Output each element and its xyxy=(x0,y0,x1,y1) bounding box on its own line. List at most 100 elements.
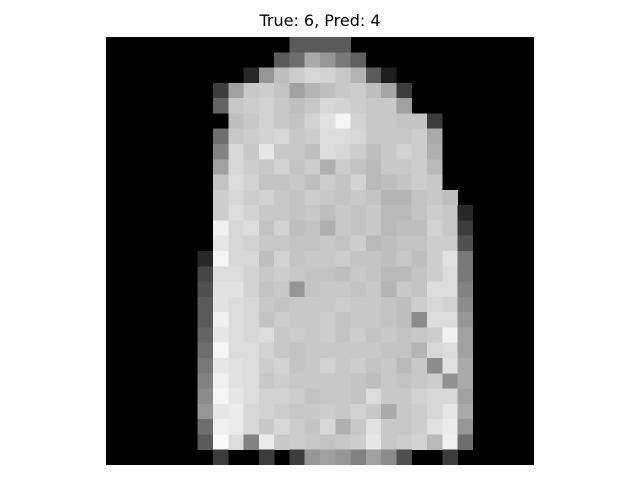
pixel xyxy=(228,220,244,237)
pixel xyxy=(457,296,474,313)
pixel xyxy=(289,205,306,221)
pixel xyxy=(320,144,336,160)
pixel xyxy=(258,144,275,160)
pixel xyxy=(381,144,397,160)
pixel xyxy=(304,281,321,298)
pixel xyxy=(442,205,458,221)
pixel xyxy=(457,205,474,221)
pixel xyxy=(335,67,351,84)
pixel xyxy=(289,342,306,359)
pixel xyxy=(274,52,290,68)
pixel xyxy=(381,82,397,99)
pixel xyxy=(350,312,367,328)
pixel xyxy=(320,205,336,221)
pixel xyxy=(365,128,382,145)
pixel xyxy=(258,266,275,282)
pixel xyxy=(442,358,458,374)
pixel xyxy=(427,388,443,405)
pixel xyxy=(365,113,382,130)
pixel xyxy=(228,296,244,313)
pixel xyxy=(274,144,290,160)
pixel xyxy=(381,388,397,405)
pixel xyxy=(365,327,382,344)
pixel xyxy=(320,266,336,282)
pixel xyxy=(427,373,443,389)
pixel xyxy=(350,419,367,435)
pixel xyxy=(396,235,413,252)
pixel xyxy=(258,434,275,451)
pixel xyxy=(243,434,260,451)
pixel xyxy=(258,235,275,252)
pixel xyxy=(213,205,229,221)
pixel xyxy=(304,449,321,465)
pixel xyxy=(350,342,367,359)
pixel xyxy=(365,312,382,328)
pixel xyxy=(320,388,336,405)
pixel xyxy=(350,434,367,451)
pixel xyxy=(411,144,428,160)
pixel xyxy=(304,189,321,206)
pixel xyxy=(350,235,367,252)
pixel xyxy=(442,312,458,328)
pixel xyxy=(258,174,275,191)
pixel xyxy=(335,388,351,405)
pixel xyxy=(396,144,413,160)
pixel xyxy=(289,312,306,328)
pixel xyxy=(381,189,397,206)
pixel xyxy=(411,281,428,298)
pixel xyxy=(350,67,367,84)
pixel xyxy=(381,434,397,451)
pixel xyxy=(381,419,397,435)
pixel xyxy=(274,342,290,359)
pixel xyxy=(381,296,397,313)
pixel xyxy=(243,189,260,206)
pixel xyxy=(396,113,413,130)
pixel xyxy=(197,266,214,282)
pixel xyxy=(320,251,336,267)
pixel xyxy=(396,205,413,221)
pixel xyxy=(381,220,397,237)
pixel xyxy=(381,98,397,114)
pixel xyxy=(320,235,336,252)
pixel xyxy=(411,403,428,420)
pixel xyxy=(213,251,229,267)
pixel xyxy=(381,281,397,298)
pixel xyxy=(289,67,306,84)
pixel xyxy=(320,189,336,206)
pixel xyxy=(304,312,321,328)
pixel xyxy=(365,266,382,282)
pixel xyxy=(213,419,229,435)
pixel xyxy=(335,358,351,374)
pixel xyxy=(274,358,290,374)
pixel xyxy=(243,312,260,328)
pixel xyxy=(213,159,229,175)
pixel xyxy=(396,82,413,99)
pixel xyxy=(213,189,229,206)
pixel xyxy=(289,144,306,160)
pixel xyxy=(289,235,306,252)
pixel xyxy=(258,419,275,435)
pixel xyxy=(442,373,458,389)
pixel xyxy=(427,266,443,282)
pixel xyxy=(350,98,367,114)
pixel xyxy=(304,205,321,221)
pixel xyxy=(213,296,229,313)
pixel xyxy=(289,296,306,313)
pixel xyxy=(304,144,321,160)
pixel xyxy=(289,251,306,267)
pixel xyxy=(320,342,336,359)
pixel xyxy=(274,128,290,145)
pixel xyxy=(381,159,397,175)
pixel xyxy=(457,235,474,252)
pixel xyxy=(411,296,428,313)
pixel xyxy=(350,296,367,313)
pixel xyxy=(228,113,244,130)
pixel xyxy=(213,327,229,344)
pixel xyxy=(381,266,397,282)
pixel xyxy=(213,235,229,252)
pixel xyxy=(197,358,214,374)
pixel xyxy=(427,281,443,298)
pixel xyxy=(258,128,275,145)
pixel xyxy=(289,128,306,145)
pixel xyxy=(411,113,428,130)
